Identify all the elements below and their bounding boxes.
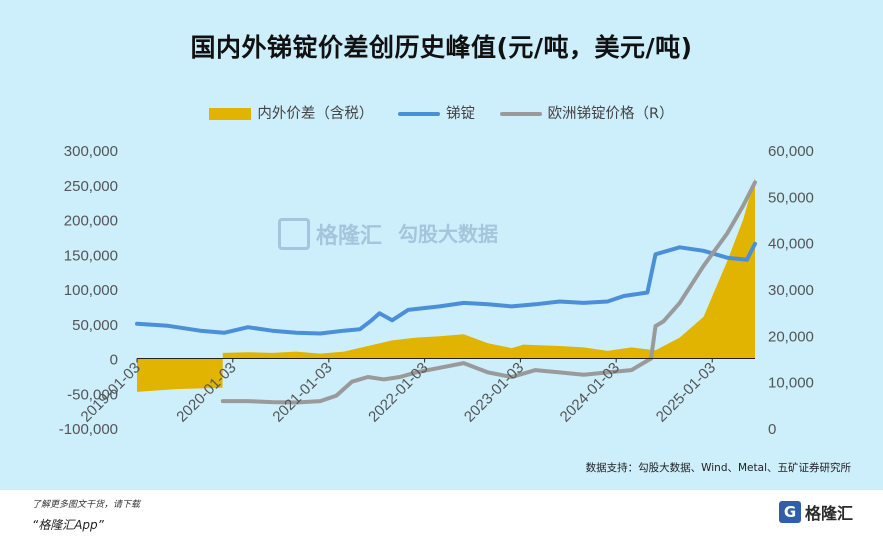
footer-download-hint: 了解更多图文干货，请下载 bbox=[32, 500, 141, 510]
footer-logo-text: 格隆汇 bbox=[804, 504, 853, 523]
y-left-tick-label: -50,000 bbox=[67, 386, 118, 403]
legend-swatch-europe bbox=[499, 112, 542, 116]
y-left-tick-label: 0 bbox=[110, 352, 118, 369]
legend-label-domestic: 锑锭 bbox=[445, 106, 475, 122]
footer-logo: G 格隆汇 bbox=[778, 500, 853, 524]
legend: 内外价差（含税） 锑锭 欧洲锑锭价格（R） bbox=[0, 102, 883, 123]
y-right-tick-label: 30,000 bbox=[768, 282, 814, 299]
series-domestic-line bbox=[135, 241, 757, 336]
y-right-tick-label: 20,000 bbox=[768, 328, 814, 345]
legend-swatch-domestic bbox=[397, 112, 440, 116]
x-tick-label: 2024-01-03 bbox=[557, 359, 623, 425]
y-left-tick-label: 150,000 bbox=[64, 247, 118, 264]
line-layer bbox=[135, 180, 757, 405]
y-left-tick-label: 250,000 bbox=[64, 178, 118, 195]
y-left-tick-label: -100,000 bbox=[59, 421, 118, 438]
y-left-tick-label: 50,000 bbox=[72, 317, 118, 334]
y-right-tick-label: 60,000 bbox=[768, 143, 814, 160]
y-right-tick-label: 10,000 bbox=[768, 375, 814, 392]
x-tick-label: 2023-01-03 bbox=[461, 359, 527, 425]
y-right-tick-label: 40,000 bbox=[768, 236, 814, 253]
y-right-tick-label: 0 bbox=[768, 421, 776, 438]
y-left-tick-label: 200,000 bbox=[64, 213, 118, 230]
y-right-tick-label: 50,000 bbox=[768, 189, 814, 206]
series-spread-area bbox=[137, 177, 755, 392]
gelonghui-logo-icon: G bbox=[778, 501, 801, 523]
source-note: 数据支持：勾股大数据、Wind、Metal、五矿证券研究所 bbox=[585, 462, 851, 474]
y-left-tick-label: 100,000 bbox=[64, 282, 118, 299]
watermark-left-text: 格隆汇 bbox=[316, 224, 383, 249]
legend-item-europe: 欧洲锑锭价格（R） bbox=[499, 102, 674, 123]
legend-label-europe: 欧洲锑锭价格（R） bbox=[547, 106, 674, 122]
watermark-gougu: 勾股大数据 bbox=[398, 218, 498, 247]
chart-plot: 300,000 250,000 200,000 150,000 100,000 50,00… bbox=[59, 143, 814, 438]
legend-swatch-spread bbox=[209, 108, 252, 120]
axes-layer: 300,000 250,000 200,000 150,000 100,000 50,00… bbox=[59, 143, 814, 438]
legend-item-domestic: 锑锭 bbox=[397, 102, 475, 123]
legend-item-spread: 内外价差（含税） bbox=[209, 102, 373, 123]
legend-label-spread: 内外价差（含税） bbox=[257, 106, 374, 122]
spread-area-layer bbox=[137, 177, 755, 392]
x-tick-label: 2021-01-03 bbox=[269, 359, 335, 425]
watermark-right-text: 勾股大数据 bbox=[398, 222, 498, 246]
x-tick-label: 2025-01-03 bbox=[653, 359, 719, 425]
chart-title: 国内外锑锭价差创历史峰值(元/吨，美元/吨) bbox=[190, 33, 693, 62]
y-left-tick-label: 300,000 bbox=[64, 143, 118, 160]
watermark-gelonghui: 格隆汇 bbox=[278, 218, 382, 250]
x-tick-label: 2022-01-03 bbox=[365, 359, 431, 425]
footer-app-name: “格隆汇App” bbox=[32, 518, 104, 532]
watermark-logo-icon bbox=[278, 218, 310, 250]
series-europe-line bbox=[220, 180, 757, 405]
